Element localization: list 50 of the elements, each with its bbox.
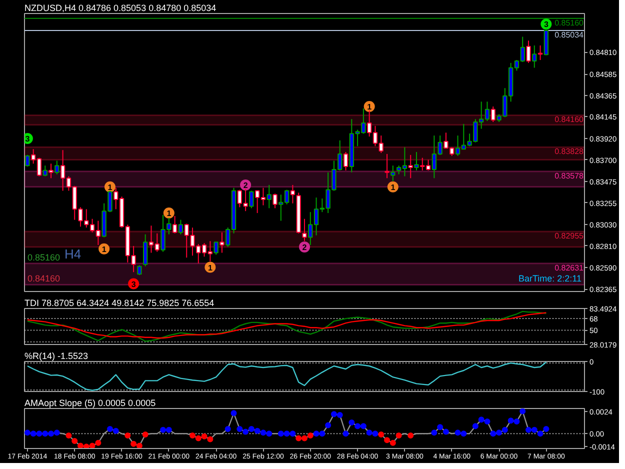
series-label: 1: [208, 263, 213, 272]
candlestick: [137, 264, 142, 276]
candlestick: [172, 215, 178, 234]
annotation: 0.85160: [28, 252, 60, 262]
candlestick: [526, 40, 531, 64]
line-series: [26, 362, 547, 391]
candlestick: [390, 165, 396, 182]
candlestick: [302, 218, 307, 242]
candlestick: [266, 184, 272, 209]
chart-title: NZDUSD,H4 0.84786 0.85053 0.84780 0.85034: [24, 3, 216, 13]
annotation: BarTime: 2:2:11: [518, 274, 582, 284]
band-label: 0.82631: [554, 263, 584, 272]
annotation: H4: [64, 246, 82, 262]
chart-title: TDI 78.8705 64.3424 49.8142 75.9825 76.6554: [24, 298, 214, 308]
chart-title: %R(14) -1.5523: [24, 351, 88, 361]
text: 2: [302, 242, 307, 252]
candlestick: [490, 106, 496, 122]
band-label: 0.83578: [554, 171, 584, 180]
text: 1: [102, 244, 106, 254]
annotation: 0.84160: [28, 274, 60, 284]
candlestick: [384, 153, 390, 179]
text: 1: [367, 102, 372, 112]
candlestick: [414, 152, 419, 171]
candlestick: [54, 160, 60, 175]
candlestick: [178, 219, 184, 235]
candlestick: [538, 44, 543, 60]
candlestick: [143, 234, 148, 267]
series-label: 2: [243, 180, 248, 190]
band-label: 0.82955: [554, 231, 584, 240]
series-label: 3: [131, 280, 136, 289]
ref-line-label: 0.85160: [554, 18, 584, 28]
chart-title: AMAopt Slope (5) 0.0005 0.0005: [24, 398, 156, 408]
ref-line-label: 0.85034: [554, 30, 584, 40]
candlestick: [408, 154, 413, 179]
text: 3: [25, 134, 30, 144]
candlestick: [249, 190, 254, 209]
candlestick: [532, 44, 537, 68]
text: 1: [108, 182, 112, 192]
text: 1: [390, 182, 396, 192]
candlestick: [214, 242, 218, 256]
series-label: 3: [544, 20, 549, 30]
candlestick: [48, 163, 54, 179]
text: 1: [166, 209, 172, 218]
candlestick: [220, 232, 224, 254]
band-label: 0.84160: [554, 115, 584, 124]
candlestick: [25, 154, 30, 168]
candlestick: [272, 193, 278, 209]
candlestick: [290, 184, 296, 204]
candlestick: [343, 152, 348, 171]
band-label: 0.83828: [554, 147, 584, 156]
